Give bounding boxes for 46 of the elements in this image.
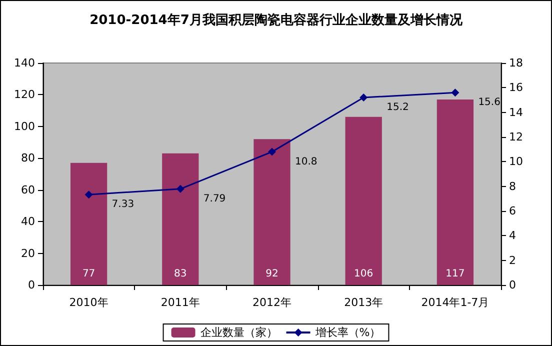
point bbox=[176, 184, 184, 193]
y-tick-label: 120 bbox=[14, 88, 35, 102]
y-tick-label: 40 bbox=[21, 215, 35, 228]
data-label: 77 bbox=[82, 268, 96, 280]
data-label: 10.8 bbox=[295, 156, 318, 168]
x-tick-label: 2014年1-7月 bbox=[421, 296, 490, 309]
y2-tick-label: 8 bbox=[509, 180, 516, 193]
y2-tick-label: 10 bbox=[509, 155, 523, 168]
x-tick-label: 2013年 bbox=[344, 296, 384, 309]
y2-tick-label: 12 bbox=[509, 130, 523, 144]
data-label: 15.6 bbox=[478, 97, 500, 108]
bar bbox=[436, 99, 474, 285]
bar bbox=[162, 153, 199, 285]
data-label: 7.33 bbox=[112, 199, 134, 210]
y-tick-label: 20 bbox=[21, 246, 35, 260]
point bbox=[451, 88, 460, 97]
data-label: 7.79 bbox=[203, 193, 226, 204]
y2-tick-label: 4 bbox=[509, 229, 516, 242]
y2-tick-label: 0 bbox=[509, 278, 516, 292]
y-tick-label: 80 bbox=[21, 152, 35, 165]
y-tick-label: 140 bbox=[14, 56, 35, 70]
y-tick-label: 100 bbox=[14, 120, 35, 133]
y2-tick-label: 16 bbox=[509, 81, 523, 94]
bar bbox=[345, 116, 382, 285]
point bbox=[360, 94, 368, 102]
bar bbox=[254, 139, 290, 285]
data-label: 15.2 bbox=[386, 102, 409, 114]
data-label: 83 bbox=[174, 268, 187, 280]
y-tick-label: 0 bbox=[28, 278, 35, 292]
bar bbox=[70, 162, 108, 285]
y2-tick-label: 2 bbox=[509, 254, 516, 267]
legend-label: 增长率（%） bbox=[314, 326, 381, 339]
y2-tick-label: 14 bbox=[509, 106, 523, 119]
data-label: 106 bbox=[354, 268, 374, 280]
y2-tick-label: 18 bbox=[509, 56, 523, 70]
x-tick-label: 2011年 bbox=[160, 296, 200, 309]
point bbox=[268, 148, 276, 156]
data-label: 117 bbox=[446, 268, 465, 280]
data-label: 92 bbox=[266, 268, 278, 280]
x-tick-label: 2012年 bbox=[252, 296, 292, 309]
legend-label: 企业数量（家） bbox=[200, 326, 278, 339]
chart-title: 2010-2014年7月我国积层陶瓷电容器行业企业数量及增长情况 bbox=[90, 12, 464, 28]
x-tick-label: 2010年 bbox=[69, 296, 108, 309]
point bbox=[84, 190, 93, 199]
y-tick-label: 60 bbox=[21, 183, 35, 196]
y2-tick-label: 6 bbox=[509, 204, 516, 218]
